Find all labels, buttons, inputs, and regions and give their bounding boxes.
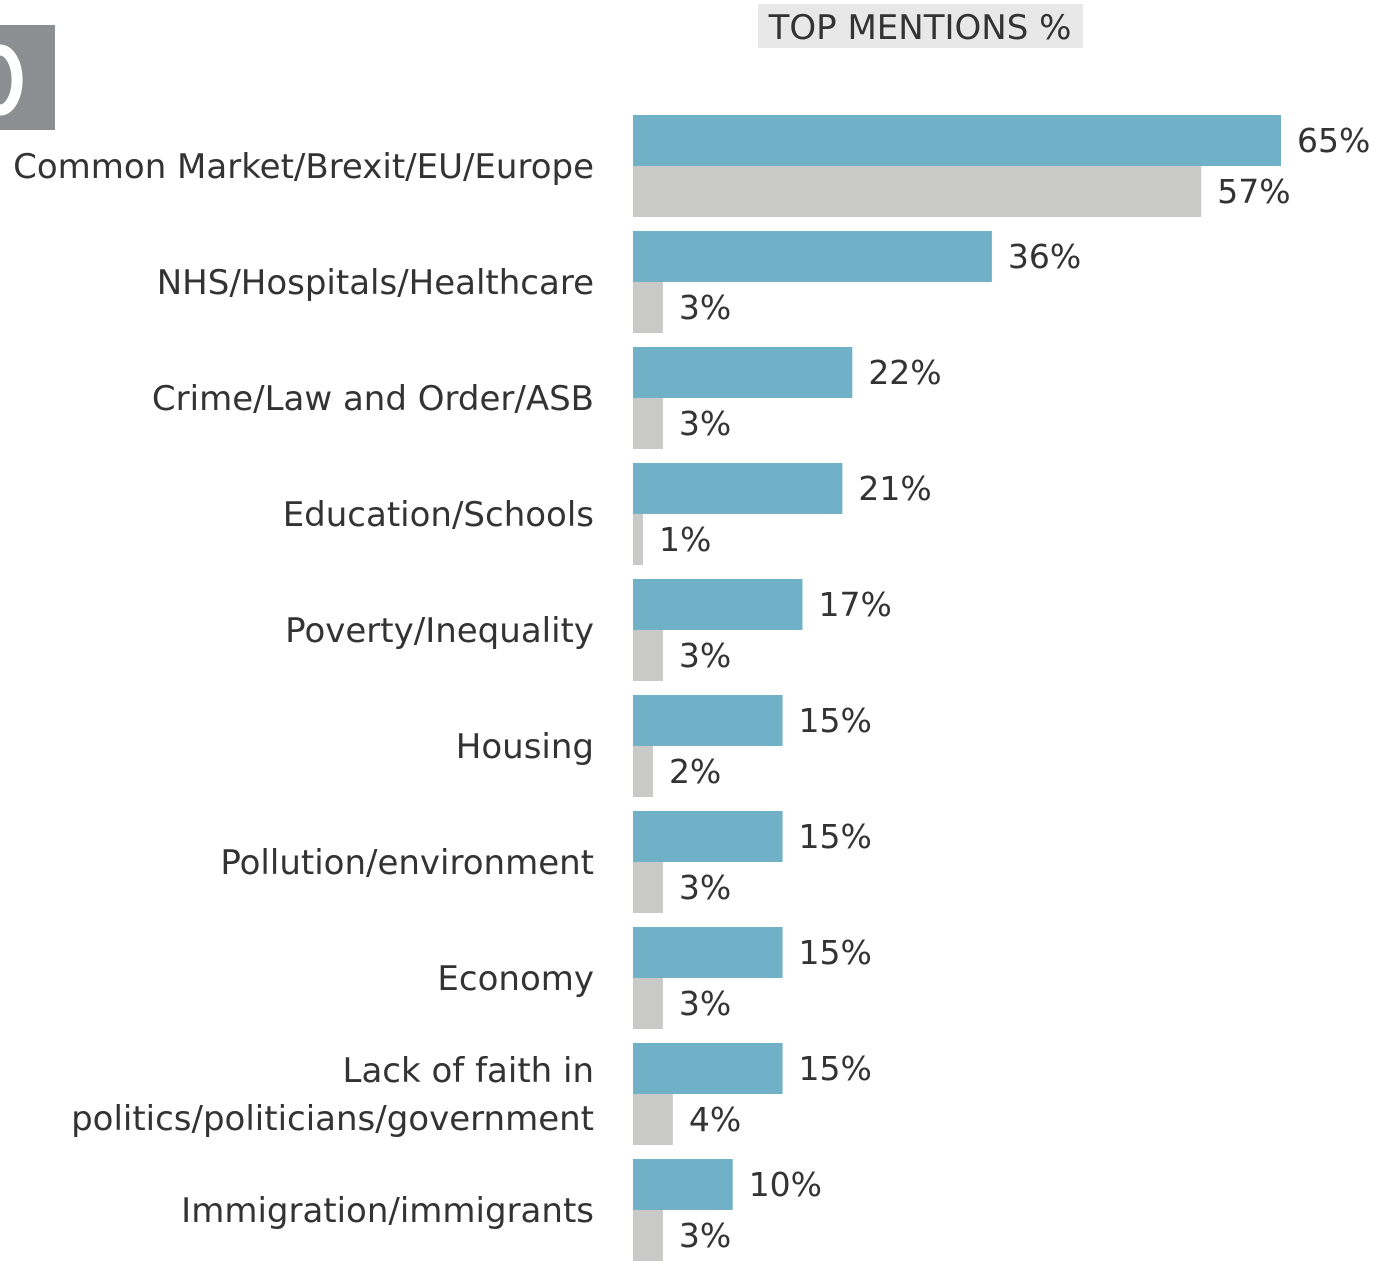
chart-header: TOP MENTIONS % [768, 8, 1072, 48]
data-label: 65% [1297, 121, 1370, 160]
category-label: politics/politicians/government [71, 1099, 594, 1139]
bar-series-2 [633, 166, 1202, 217]
bar-series-1 [633, 231, 992, 282]
bar-series-2 [633, 978, 663, 1029]
data-label: 10% [749, 1165, 822, 1204]
data-label: 22% [868, 353, 941, 392]
data-label: 3% [679, 636, 731, 675]
bar-series-1 [633, 927, 783, 978]
bar-series-1 [633, 1043, 783, 1094]
data-label: 21% [858, 469, 931, 508]
bar-series-1 [633, 1159, 733, 1210]
data-label: 3% [679, 288, 731, 327]
category-label: Common Market/Brexit/EU/Europe [13, 147, 594, 187]
bar-series-1 [633, 579, 803, 630]
corner-block [0, 25, 55, 130]
bar-series-1 [633, 695, 783, 746]
bar-series-1 [633, 347, 853, 398]
category-label: Education/Schools [283, 495, 594, 535]
bar-series-2 [633, 282, 663, 333]
bar-series-2 [633, 630, 663, 681]
category-label: Crime/Law and Order/ASB [152, 379, 594, 419]
data-label: 3% [679, 868, 731, 907]
category-label: Housing [456, 727, 594, 767]
data-label: 36% [1008, 237, 1081, 276]
category-label: Pollution/environment [220, 843, 594, 883]
data-label: 1% [659, 520, 711, 559]
bar-series-1 [633, 115, 1281, 166]
bar-series-2 [633, 1210, 663, 1261]
bar-series-2 [633, 862, 663, 913]
data-label: 3% [679, 984, 731, 1023]
data-label: 15% [799, 701, 872, 740]
data-label: 17% [818, 585, 891, 624]
data-label: 3% [679, 1216, 731, 1255]
data-label: 15% [799, 817, 872, 856]
bar-series-1 [633, 811, 783, 862]
data-label: 3% [679, 404, 731, 443]
corner-arc-icon [0, 44, 23, 116]
data-label: 2% [669, 752, 721, 791]
chart-header-bg [758, 4, 1083, 48]
category-label: NHS/Hospitals/Healthcare [157, 263, 594, 303]
bar-series-2 [633, 398, 663, 449]
bar-group: Common Market/Brexit/EU/Europe 65%57% NHS/… [13, 115, 1370, 1261]
category-label: Immigration/immigrants [181, 1191, 594, 1231]
category-label: Economy [437, 959, 594, 999]
bar-series-2 [633, 1094, 673, 1145]
category-label: Poverty/Inequality [285, 611, 594, 651]
data-label: 57% [1217, 172, 1290, 211]
bar-series-1 [633, 463, 843, 514]
data-label: 15% [799, 1049, 872, 1088]
bar-series-2 [633, 746, 653, 797]
data-label: 4% [689, 1100, 741, 1139]
bar-series-2 [633, 514, 643, 565]
data-label: 15% [799, 933, 872, 972]
category-label: Lack of faith in [343, 1051, 594, 1091]
